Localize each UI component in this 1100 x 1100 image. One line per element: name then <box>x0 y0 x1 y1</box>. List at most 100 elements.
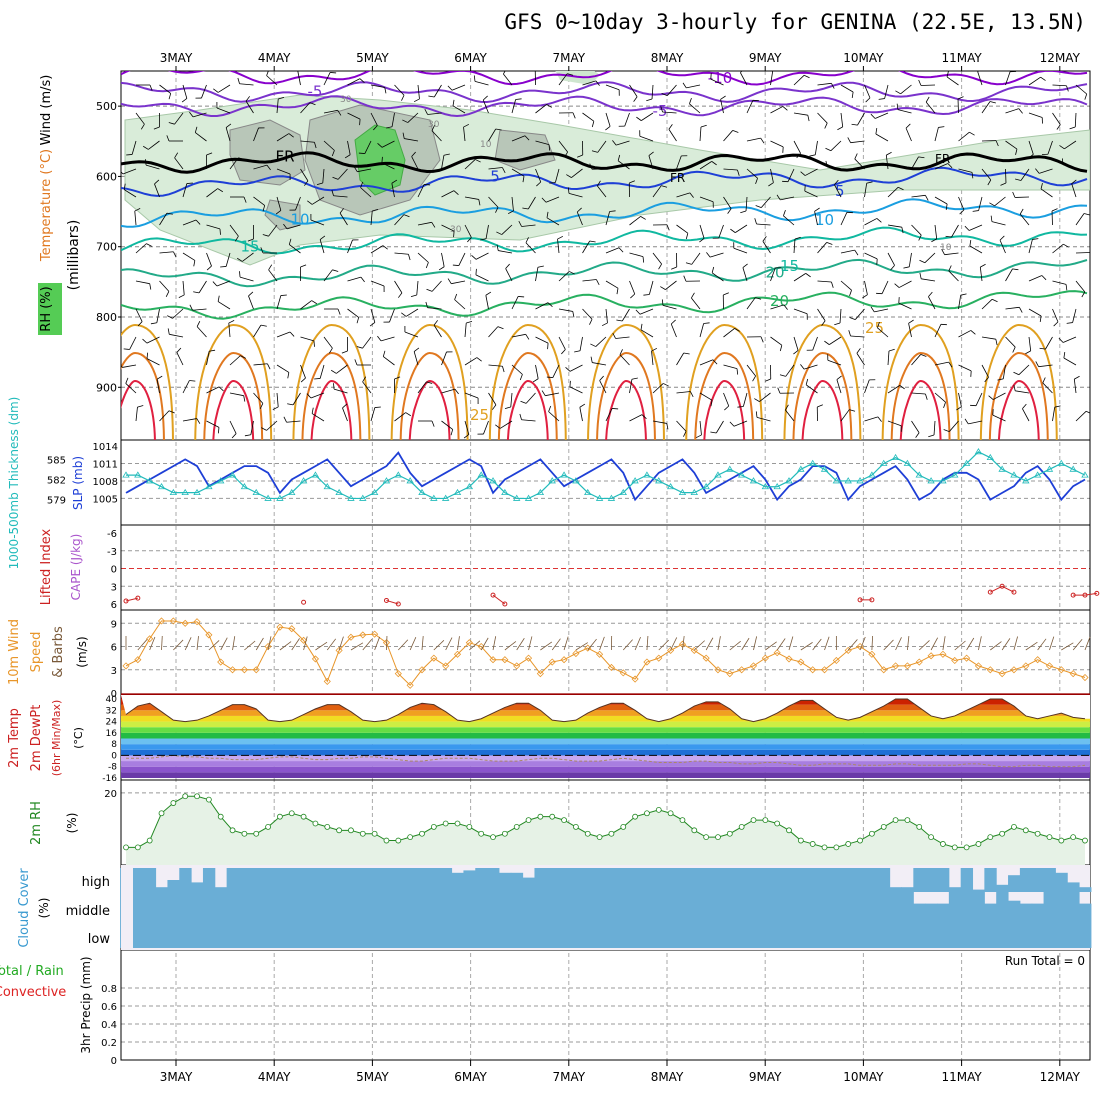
wind-barb <box>504 406 511 410</box>
wind-barb <box>159 212 168 226</box>
wind-barb <box>730 228 736 233</box>
cloud-cell-low <box>771 921 784 948</box>
temperature-color-band <box>121 732 1090 739</box>
rh-point <box>951 844 958 851</box>
cloud-cell-low <box>273 921 287 948</box>
cloud-cell-low <box>522 921 535 948</box>
wind-barb <box>149 283 152 290</box>
wind-barb <box>981 101 991 114</box>
bottom-date-label: 5MAY <box>356 1070 389 1084</box>
rh-point <box>395 837 402 844</box>
cloud-cell-high <box>179 868 192 892</box>
wind-barb <box>695 434 702 439</box>
slp-point <box>240 483 249 490</box>
wind-barb <box>901 227 904 234</box>
wind-barb <box>928 296 936 310</box>
wind-barb <box>278 96 285 100</box>
cloud-cell-high <box>522 877 535 892</box>
wind-barb <box>174 112 184 125</box>
wind-barb <box>689 98 692 104</box>
cloud-cell-low <box>155 921 168 948</box>
wind-barb <box>217 188 223 193</box>
wind-barb <box>949 420 959 432</box>
wind-barb <box>237 77 240 84</box>
wind-barb <box>213 88 219 93</box>
wind-barb <box>336 364 348 374</box>
cloud-cell-middle <box>285 892 299 921</box>
temperature-line <box>125 698 1086 723</box>
temperature-contour <box>212 379 255 440</box>
cloud-cell-middle <box>1067 892 1080 921</box>
wind-barb <box>676 420 687 432</box>
wind-barb <box>1028 308 1042 317</box>
rh-contour-label: 30 <box>450 225 462 235</box>
temperature-contour <box>121 71 1088 86</box>
wind-barb <box>658 639 669 651</box>
wind-barb <box>535 140 550 146</box>
wind-barb <box>903 266 910 269</box>
slp-point <box>678 488 687 496</box>
wind-barb <box>848 330 851 337</box>
wind-barb <box>762 241 771 254</box>
y-axis-label-lifted-index: Lifted Index <box>39 528 54 605</box>
wind-barb <box>311 407 314 414</box>
cloud-cell-low <box>735 921 749 948</box>
lifted-index-point <box>1094 590 1100 596</box>
wind-barb <box>362 376 367 383</box>
temperature-contour-label: -10 <box>708 69 733 87</box>
cloud-cell-low <box>901 921 914 948</box>
temperature-color-band <box>121 761 1090 767</box>
wind-barb <box>469 640 481 651</box>
wind-barb <box>840 249 855 254</box>
wind-barb <box>582 240 591 254</box>
y-axis-label-cloud: Cloud Cover <box>17 868 32 948</box>
wind-barb <box>331 150 335 157</box>
slp-point <box>311 471 320 478</box>
cloud-cell-low <box>416 921 429 948</box>
cloud-cell-middle <box>167 892 180 921</box>
wind-barb <box>220 637 228 651</box>
wind-barb <box>814 211 818 226</box>
wind-barb <box>300 102 311 114</box>
bottom-date-label: 11MAY <box>941 1070 982 1084</box>
wind-barb <box>464 224 472 238</box>
cloud-cell-low <box>392 921 405 948</box>
wind-barb <box>864 84 871 99</box>
wind-barb <box>347 239 353 254</box>
wind-barb <box>800 364 805 370</box>
wind-barb <box>247 238 254 242</box>
cloud-cell-low <box>309 921 322 948</box>
wind-barb <box>662 304 677 310</box>
cloud-cell-low <box>913 921 926 948</box>
wind-barb <box>908 323 912 338</box>
wind-barb <box>918 156 925 159</box>
wind-barb <box>1052 84 1067 87</box>
rh-legend-swatch <box>38 283 62 335</box>
wind-barb <box>485 224 489 239</box>
cloud-cell-high <box>794 868 808 892</box>
rh-point <box>241 830 248 837</box>
slp-point <box>1033 471 1042 478</box>
wind-barb <box>413 347 420 352</box>
cloud-edge <box>121 865 133 950</box>
wind-barb <box>433 84 442 98</box>
temperature-color-band <box>121 715 1090 722</box>
slp-point <box>512 494 521 501</box>
wind-barb <box>417 221 432 226</box>
run-total-annotation: Run Total = 0 <box>1005 954 1085 968</box>
wind-barb <box>737 406 744 408</box>
wind-barb <box>951 224 959 238</box>
wind-barb <box>166 212 173 215</box>
wind-barb <box>735 224 748 233</box>
wind-barb <box>206 252 212 267</box>
wind-barb <box>519 374 523 381</box>
wind-barb <box>652 185 662 198</box>
wind-barb <box>840 212 848 226</box>
wind-barb <box>266 420 278 431</box>
cloud-cell-low <box>581 921 595 948</box>
slp-point <box>347 494 355 501</box>
slp-point <box>927 477 935 484</box>
wind-barb <box>168 410 175 414</box>
wind-barb <box>755 411 758 418</box>
wind-barb <box>347 140 351 155</box>
